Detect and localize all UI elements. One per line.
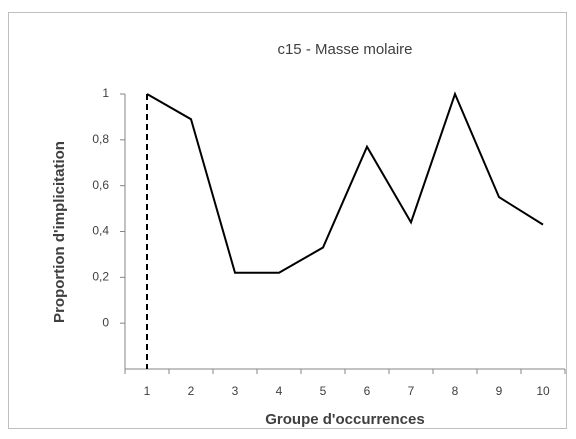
y-tick-label: 0,2 [92,270,109,284]
series-line [146,91,544,274]
x-tick-label: 2 [188,384,195,398]
x-tick-label: 3 [232,384,239,398]
y-tick-label: 0,8 [92,132,109,146]
y-tick-label: 0,4 [92,224,109,238]
chart-border [8,12,567,429]
x-tick-label: 10 [536,384,550,398]
y-tick-label: 0,6 [92,178,109,192]
x-tick-label: 8 [452,384,459,398]
x-axis-label: Groupe d'occurrences [265,411,424,428]
y-tick-label: 1 [102,86,109,100]
x-tick-label: 6 [364,384,371,398]
x-tick-label: 7 [408,384,415,398]
x-tick-label: 5 [320,384,327,398]
x-tick-label: 9 [496,384,503,398]
y-tick-label: 0 [102,315,109,329]
y-axis-label: Proportion d'implicitation [51,141,68,323]
x-tick-label: 4 [276,384,283,398]
x-tick-label: 1 [144,384,151,398]
chart-title: c15 - Masse molaire [277,41,412,58]
